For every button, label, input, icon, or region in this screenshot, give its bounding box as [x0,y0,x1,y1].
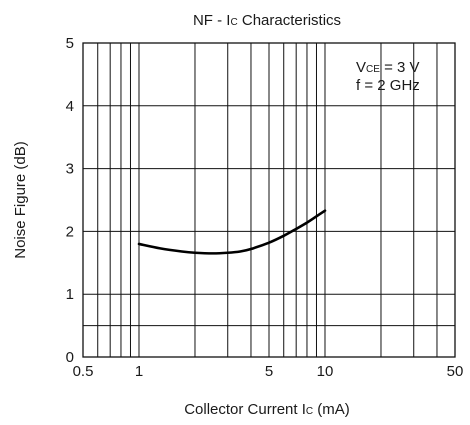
y-tick-label: 0 [66,349,74,366]
annotation-vce: VCE = 3 V [356,59,420,76]
axis-ticks: 0.5 1 5 10 50 0 1 2 3 4 5 [66,35,464,380]
grid [82,42,456,358]
chart-title: NF - IC Characteristics [193,12,341,29]
plot-frame [82,42,456,358]
y-tick-label: 3 [66,161,74,178]
noise-figure-curve [137,209,327,255]
x-tick-label: 5 [265,363,273,380]
y-tick-label: 4 [66,98,74,115]
y-tick-label: 5 [66,35,74,52]
x-tick-label: 10 [317,363,334,380]
y-tick-label: 2 [66,223,74,240]
annotation-frequency: f = 2 GHz [356,77,420,94]
series-layer [137,209,327,255]
x-tick-label: 0.5 [73,363,94,380]
condition-annotation: VCE = 3 V f = 2 GHz [356,59,420,94]
x-tick-label: 1 [135,363,143,380]
y-axis-label: Noise Figure (dB) [12,141,29,259]
x-axis-label: Collector Current IC (mA) [184,401,350,418]
x-tick-label: 50 [447,363,464,380]
y-tick-label: 1 [66,286,74,303]
